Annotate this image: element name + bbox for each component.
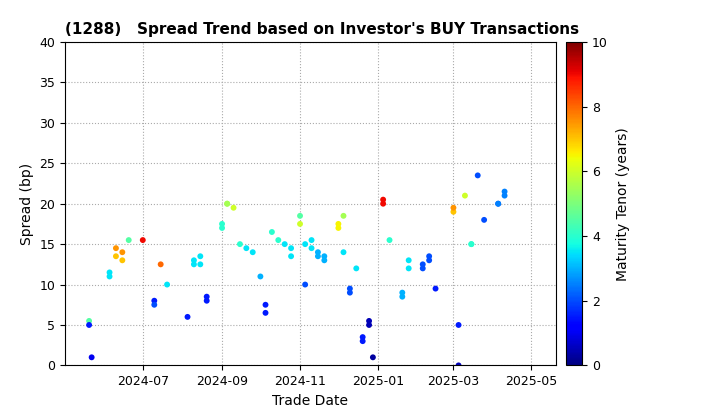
Point bbox=[148, 302, 160, 308]
Y-axis label: Maturity Tenor (years): Maturity Tenor (years) bbox=[616, 127, 630, 281]
Point bbox=[117, 257, 128, 264]
Point bbox=[234, 241, 246, 247]
Point bbox=[285, 253, 297, 260]
Point bbox=[344, 285, 356, 292]
Point bbox=[357, 334, 369, 341]
Point bbox=[448, 208, 459, 215]
Text: (1288)   Spread Trend based on Investor's BUY Transactions: (1288) Spread Trend based on Investor's … bbox=[65, 22, 579, 37]
Point bbox=[318, 257, 330, 264]
Point bbox=[86, 354, 97, 361]
Point bbox=[266, 228, 278, 235]
Point bbox=[472, 172, 484, 179]
Point bbox=[228, 205, 239, 211]
Point bbox=[318, 253, 330, 260]
Point bbox=[300, 241, 311, 247]
Point bbox=[194, 253, 206, 260]
Point bbox=[240, 245, 252, 252]
Point bbox=[453, 362, 464, 369]
Point bbox=[397, 289, 408, 296]
Point bbox=[364, 318, 375, 324]
Point bbox=[300, 281, 311, 288]
Point bbox=[306, 245, 318, 252]
Point bbox=[260, 302, 271, 308]
X-axis label: Trade Date: Trade Date bbox=[272, 394, 348, 408]
Point bbox=[273, 237, 284, 244]
Point bbox=[247, 249, 258, 255]
Point bbox=[110, 253, 122, 260]
Point bbox=[357, 338, 369, 344]
Point bbox=[312, 253, 324, 260]
Point bbox=[84, 318, 95, 324]
Point bbox=[403, 265, 415, 272]
Point bbox=[294, 213, 306, 219]
Point bbox=[117, 249, 128, 255]
Point bbox=[423, 253, 435, 260]
Point bbox=[351, 265, 362, 272]
Point bbox=[344, 289, 356, 296]
Point bbox=[338, 213, 349, 219]
Point bbox=[478, 217, 490, 223]
Point bbox=[423, 257, 435, 264]
Point bbox=[417, 261, 428, 268]
Point bbox=[459, 192, 471, 199]
Point bbox=[104, 273, 115, 280]
Point bbox=[188, 261, 199, 268]
Point bbox=[155, 261, 166, 268]
Point bbox=[499, 192, 510, 199]
Point bbox=[294, 220, 306, 227]
Point bbox=[397, 293, 408, 300]
Point bbox=[216, 225, 228, 231]
Point bbox=[260, 310, 271, 316]
Point bbox=[201, 293, 212, 300]
Point bbox=[448, 205, 459, 211]
Point bbox=[110, 245, 122, 252]
Point bbox=[221, 200, 233, 207]
Point bbox=[123, 237, 135, 244]
Point bbox=[333, 225, 344, 231]
Point bbox=[201, 297, 212, 304]
Point bbox=[453, 322, 464, 328]
Point bbox=[364, 322, 375, 328]
Point bbox=[312, 249, 324, 255]
Point bbox=[188, 257, 199, 264]
Point bbox=[417, 265, 428, 272]
Point bbox=[161, 281, 173, 288]
Point bbox=[84, 322, 95, 328]
Point bbox=[492, 200, 504, 207]
Point bbox=[466, 241, 477, 247]
Point bbox=[216, 220, 228, 227]
Point bbox=[137, 237, 148, 244]
Point bbox=[255, 273, 266, 280]
Point bbox=[430, 285, 441, 292]
Point bbox=[466, 241, 477, 247]
Point bbox=[367, 354, 379, 361]
Point bbox=[333, 220, 344, 227]
Point bbox=[221, 200, 233, 207]
Point bbox=[285, 245, 297, 252]
Point bbox=[194, 261, 206, 268]
Y-axis label: Spread (bp): Spread (bp) bbox=[19, 163, 34, 245]
Point bbox=[377, 200, 389, 207]
Point bbox=[384, 237, 395, 244]
Point bbox=[499, 188, 510, 195]
Point bbox=[181, 313, 193, 320]
Point bbox=[279, 241, 290, 247]
Point bbox=[377, 196, 389, 203]
Point bbox=[306, 237, 318, 244]
Point bbox=[104, 269, 115, 276]
Point bbox=[338, 249, 349, 255]
Point bbox=[148, 297, 160, 304]
Point bbox=[492, 200, 504, 207]
Point bbox=[403, 257, 415, 264]
